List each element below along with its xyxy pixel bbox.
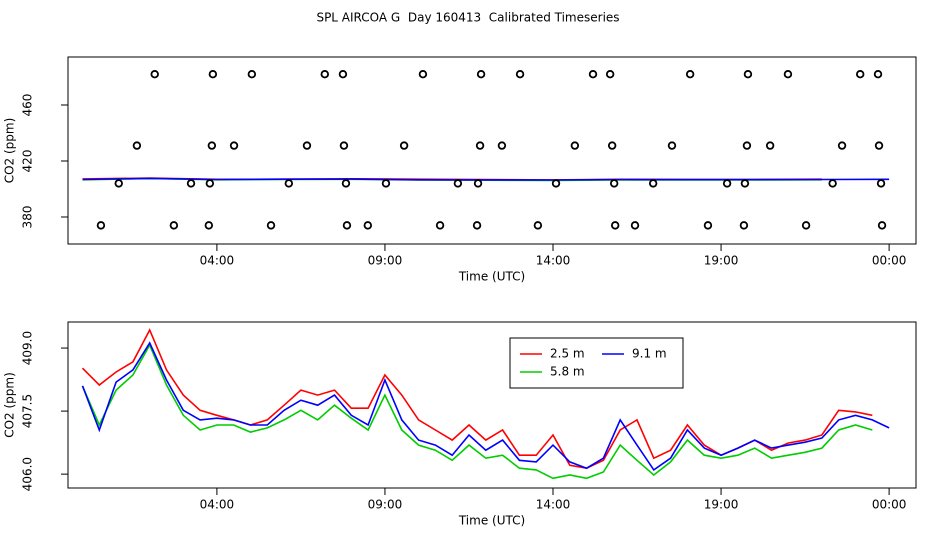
calibration-point [473, 179, 483, 188]
legend-label: 2.5 m [550, 347, 585, 361]
y-tick-label: 460 [21, 94, 35, 117]
calibration-point [551, 179, 561, 188]
calibration-point [266, 221, 276, 230]
legend-label: 5.8 m [550, 365, 585, 379]
x-tick-label: 19:00 [704, 254, 739, 268]
calibration-point [320, 70, 329, 79]
calibration-point [475, 141, 485, 150]
calibration-point [667, 141, 677, 150]
calibration-point [743, 70, 753, 79]
y-axis-label: CO2 (ppm) [3, 118, 17, 184]
calibration-point [341, 179, 351, 188]
calibration-point [472, 221, 482, 230]
calibration-point [630, 221, 640, 230]
calibration-point [114, 179, 123, 188]
calibration-point [801, 221, 811, 230]
calibration-point [607, 141, 617, 150]
calibration-point [339, 141, 349, 150]
calibration-point [742, 141, 752, 150]
calibration-point [381, 179, 391, 188]
x-tick-label: 04:00 [200, 498, 235, 512]
legend-label: 9.1 m [632, 347, 667, 361]
plot-frame [67, 321, 917, 489]
calibration-point [435, 221, 445, 230]
y-axis-label: CO2 (ppm) [3, 372, 17, 438]
calibration-point [648, 179, 658, 188]
x-tick-label: 14:00 [536, 254, 571, 268]
calibration-point [874, 141, 884, 150]
series-line [81, 341, 890, 472]
y-tick-label: 420 [21, 150, 35, 173]
calibration-point [399, 141, 409, 150]
calibration-point [96, 221, 106, 230]
x-tick-label: 00:00 [872, 498, 907, 512]
series-line [82, 177, 890, 181]
calibration-point [186, 179, 196, 188]
calibration-point [837, 141, 847, 150]
calibration-point [150, 70, 159, 79]
x-axis-label: Time (UTC) [458, 514, 525, 528]
calibration-point [856, 70, 865, 79]
calibration-point [338, 70, 348, 79]
calibration-point [828, 179, 837, 188]
calibration-point [703, 221, 713, 230]
legend-box [509, 337, 684, 389]
series-line [81, 328, 873, 470]
y-tick-label: 409.0 [21, 331, 35, 365]
x-tick-label: 00:00 [872, 254, 907, 268]
calibration-point [208, 70, 218, 79]
calibration-point [207, 141, 217, 150]
calibration-point [204, 221, 214, 230]
calibration-point [169, 221, 179, 230]
y-tick-label: 407.5 [21, 394, 35, 428]
calibration-point [363, 221, 373, 230]
y-tick-label: 380 [21, 206, 35, 229]
x-tick-label: 09:00 [368, 254, 403, 268]
calibration-point [873, 70, 883, 79]
calibration-point [342, 221, 352, 230]
x-tick-label: 14:00 [536, 498, 571, 512]
calibration-point [783, 70, 793, 79]
calibration-point [229, 141, 239, 150]
plot-frame [67, 56, 917, 245]
calibration-point [605, 70, 615, 79]
x-axis-label: Time (UTC) [458, 270, 525, 284]
calibration-point [765, 141, 775, 150]
calibration-point [132, 141, 142, 150]
calibration-point [515, 70, 525, 79]
series-line [81, 343, 873, 480]
chart-title: SPL AIRCOA G Day 160413 Calibrated Times… [316, 11, 619, 25]
calibration-point [247, 70, 257, 79]
calibration-point [205, 179, 215, 188]
x-tick-label: 19:00 [704, 498, 739, 512]
calibration-point [739, 221, 749, 230]
calibration-point [610, 221, 620, 230]
calibration-point [497, 141, 507, 150]
calibration-point [453, 179, 463, 188]
calibration-point [570, 141, 580, 150]
calibration-point [876, 179, 886, 188]
calibration-point [533, 221, 543, 230]
calibration-point [418, 70, 428, 79]
y-tick-label: 406.0 [21, 457, 35, 491]
calibration-point [302, 141, 312, 150]
calibration-point [722, 179, 732, 188]
calibration-point [284, 179, 294, 188]
calibration-point [740, 179, 750, 188]
calibration-point [588, 70, 598, 79]
calibration-point [685, 70, 695, 79]
calibration-point [609, 179, 619, 188]
calibration-point [877, 221, 887, 230]
x-tick-label: 04:00 [200, 254, 235, 268]
x-tick-label: 09:00 [368, 498, 403, 512]
calibration-point [476, 70, 486, 79]
